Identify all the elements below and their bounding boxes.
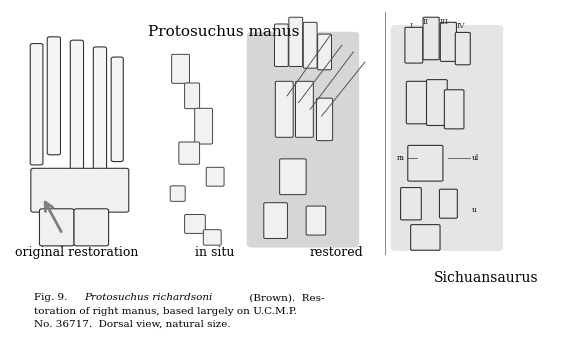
FancyBboxPatch shape	[172, 54, 189, 83]
FancyBboxPatch shape	[306, 206, 326, 235]
FancyBboxPatch shape	[247, 32, 359, 248]
Text: III: III	[439, 18, 448, 26]
FancyBboxPatch shape	[410, 225, 440, 250]
FancyBboxPatch shape	[455, 32, 470, 65]
Text: ra: ra	[397, 154, 405, 162]
FancyBboxPatch shape	[275, 24, 288, 67]
FancyBboxPatch shape	[170, 186, 185, 201]
Text: ul: ul	[472, 154, 479, 162]
FancyBboxPatch shape	[445, 90, 464, 129]
FancyBboxPatch shape	[405, 27, 423, 63]
FancyBboxPatch shape	[179, 142, 199, 164]
Text: restored: restored	[309, 246, 363, 259]
FancyBboxPatch shape	[264, 203, 288, 238]
Text: I: I	[409, 22, 412, 30]
Text: Fig. 9.: Fig. 9.	[34, 293, 74, 302]
Text: Sichuansaurus: Sichuansaurus	[433, 271, 538, 285]
FancyBboxPatch shape	[408, 146, 443, 181]
FancyBboxPatch shape	[39, 209, 74, 246]
FancyBboxPatch shape	[423, 17, 439, 60]
FancyBboxPatch shape	[439, 189, 457, 218]
FancyBboxPatch shape	[318, 34, 332, 70]
FancyBboxPatch shape	[316, 98, 333, 141]
FancyBboxPatch shape	[203, 230, 221, 245]
Text: Protosuchus manus: Protosuchus manus	[148, 25, 299, 39]
Text: II: II	[422, 18, 428, 26]
FancyBboxPatch shape	[391, 25, 503, 251]
Text: IV: IV	[457, 22, 465, 30]
FancyBboxPatch shape	[406, 81, 427, 124]
FancyBboxPatch shape	[185, 215, 205, 233]
FancyBboxPatch shape	[275, 81, 293, 137]
Text: u: u	[472, 206, 476, 215]
Text: in situ: in situ	[195, 246, 235, 259]
Text: toration of right manus, based largely on U.C.M.P.: toration of right manus, based largely o…	[34, 307, 296, 316]
Text: No. 36717.  Dorsal view, natural size.: No. 36717. Dorsal view, natural size.	[34, 320, 230, 329]
FancyBboxPatch shape	[93, 47, 106, 172]
FancyBboxPatch shape	[280, 159, 306, 194]
FancyBboxPatch shape	[185, 83, 199, 108]
FancyBboxPatch shape	[426, 80, 447, 125]
FancyBboxPatch shape	[30, 44, 43, 165]
FancyBboxPatch shape	[206, 167, 224, 186]
FancyBboxPatch shape	[400, 188, 422, 220]
FancyBboxPatch shape	[71, 40, 83, 172]
FancyBboxPatch shape	[289, 17, 303, 67]
Text: Protosuchus richardsoni: Protosuchus richardsoni	[84, 293, 212, 302]
FancyBboxPatch shape	[31, 168, 129, 212]
FancyBboxPatch shape	[195, 108, 212, 144]
FancyBboxPatch shape	[303, 22, 317, 68]
FancyBboxPatch shape	[111, 57, 123, 162]
Text: original restoration: original restoration	[15, 246, 139, 259]
FancyBboxPatch shape	[74, 209, 109, 246]
Text: (Brown).  Res-: (Brown). Res-	[246, 293, 325, 302]
FancyBboxPatch shape	[440, 22, 456, 62]
FancyBboxPatch shape	[47, 37, 61, 155]
FancyBboxPatch shape	[296, 81, 313, 137]
